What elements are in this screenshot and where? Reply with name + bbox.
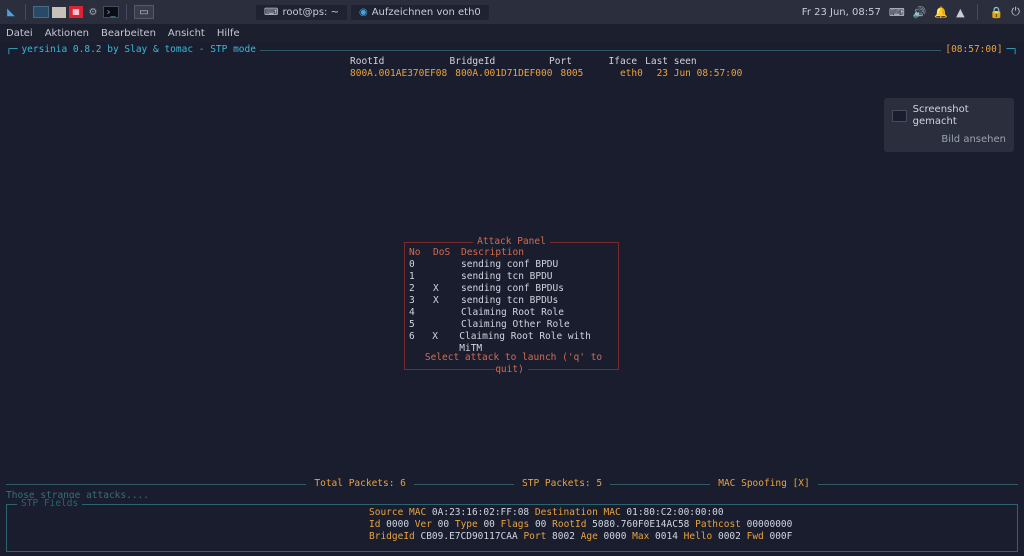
notification-toast[interactable]: Screenshot gemacht Bild ansehen (884, 98, 1014, 152)
taskbar-window-terminal[interactable]: ⌨ root@ps: ~ (256, 5, 347, 20)
attack-row[interactable]: 1sending tcn BPDU (409, 271, 614, 283)
wireshark-icon: ◉ (359, 7, 368, 18)
taskbar: ◣ ▦ ⚙ ›_ ▭ ⌨ root@ps: ~ ◉ Aufzeichnen vo… (0, 0, 1024, 24)
terminal-icon[interactable]: ›_ (103, 6, 119, 18)
attack-row[interactable]: 4Claiming Root Role (409, 307, 614, 319)
stp-fields-box: STP Fields Source MAC 0A:23:16:02:FF:08 … (6, 504, 1018, 552)
stp-line: Id 0000 Ver 00 Type 00 Flags 00 RootId 5… (369, 519, 1011, 531)
notification-icon[interactable]: 🔔 (934, 6, 948, 19)
toast-title: Screenshot gemacht (913, 104, 1006, 128)
volume-icon[interactable]: 🔊 (913, 6, 927, 19)
app-grid-icon[interactable]: ▦ (69, 6, 83, 18)
menu-aktionen[interactable]: Aktionen (45, 28, 89, 39)
toast-action[interactable]: Bild ansehen (892, 134, 1006, 146)
attack-panel-title: Attack Panel (473, 236, 550, 247)
mac-spoofing: MAC Spoofing [X] (710, 478, 818, 490)
window-label: root@ps: ~ (282, 7, 339, 18)
terminal[interactable]: ┌─ yersinia 0.8.2 by Slay & tomac - STP … (0, 42, 1024, 556)
taskbar-window-wireshark[interactable]: ◉ Aufzeichnen von eth0 (351, 5, 489, 20)
title-time: [08:57:00] (941, 44, 1006, 56)
val-bridgeid: 800A.001D71DEF000 (455, 68, 552, 80)
val-rootid: 800A.001AE370EF08 (350, 68, 447, 80)
show-desktop-icon[interactable] (33, 6, 49, 18)
power-icon[interactable]: ⏻ (1011, 5, 1020, 19)
taskbar-windows: ⌨ root@ps: ~ ◉ Aufzeichnen von eth0 (162, 5, 489, 20)
menu-datei[interactable]: Datei (6, 28, 33, 39)
divider (977, 4, 978, 20)
stp-line: BridgeId CB09.E7CD90117CAA Port 8002 Age… (369, 531, 1011, 543)
stp-line: Source MAC 0A:23:16:02:FF:08 Destination… (369, 507, 1011, 519)
table-row: 800A.001AE370EF08 800A.001D71DEF000 8005… (350, 68, 1018, 80)
workspace-1-icon[interactable]: ▭ (134, 5, 154, 19)
stp-packets: STP Packets: 5 (514, 478, 610, 490)
val-lastseen: 23 Jun 08:57:00 (657, 68, 743, 80)
total-packets: Total Packets: 6 (306, 478, 414, 490)
clock[interactable]: Fr 23 Jun, 08:57 (802, 7, 881, 18)
file-manager-icon[interactable] (52, 7, 66, 18)
taskbar-right: Fr 23 Jun, 08:57 ⌨ 🔊 🔔 ▲ 🔒 ⏻ (802, 4, 1020, 20)
menu-hilfe[interactable]: Hilfe (217, 28, 240, 39)
window-label: Aufzeichnen von eth0 (372, 7, 481, 18)
keyboard-icon[interactable]: ⌨ (889, 6, 905, 19)
kali-icon[interactable]: ◣ (4, 5, 18, 19)
attack-panel-footer: Select attack to launch ('q' to quit) (421, 352, 602, 375)
attack-row[interactable]: 0sending conf BPDU (409, 259, 614, 271)
attack-row[interactable]: 3Xsending tcn BPDUs (409, 295, 614, 307)
divider (126, 4, 127, 20)
settings-icon[interactable]: ⚙ (86, 5, 100, 19)
menu-bearbeiten[interactable]: Bearbeiten (101, 28, 156, 39)
col-port: Port (549, 56, 572, 68)
attack-row[interactable]: 2Xsending conf BPDUs (409, 283, 614, 295)
attack-row[interactable]: 5Claiming Other Role (409, 319, 614, 331)
col-lastseen: Last seen (645, 56, 696, 68)
table-header: RootId BridgeId Port Iface Last seen (350, 56, 1018, 68)
menubar: Datei Aktionen Bearbeiten Ansicht Hilfe (0, 24, 1024, 42)
col-bridgeid: BridgeId (450, 56, 542, 68)
lock-icon[interactable]: 🔒 (990, 6, 1004, 19)
col-iface: Iface (580, 56, 637, 68)
terminal-icon: ⌨ (264, 7, 278, 18)
app-title: yersinia 0.8.2 by Slay & tomac - STP mod… (17, 44, 260, 56)
title-line: ┌─ yersinia 0.8.2 by Slay & tomac - STP … (6, 44, 1018, 56)
menu-ansicht[interactable]: Ansicht (168, 28, 205, 39)
divider (25, 4, 26, 20)
network-icon[interactable]: ▲ (956, 6, 964, 19)
attack-panel: Attack Panel No DoS Description 0sending… (404, 242, 619, 370)
val-port: 8005 (560, 68, 583, 80)
stp-fields-title: STP Fields (17, 498, 82, 510)
attack-panel-header: No DoS Description (409, 247, 614, 259)
stats-line: Total Packets: 6 STP Packets: 5 MAC Spoo… (6, 478, 1018, 490)
val-iface: eth0 (591, 68, 648, 80)
tray-icons: ◣ ▦ ⚙ ›_ ▭ (4, 4, 154, 20)
col-rootid: RootId (350, 56, 442, 68)
screenshot-thumb-icon (892, 110, 907, 122)
